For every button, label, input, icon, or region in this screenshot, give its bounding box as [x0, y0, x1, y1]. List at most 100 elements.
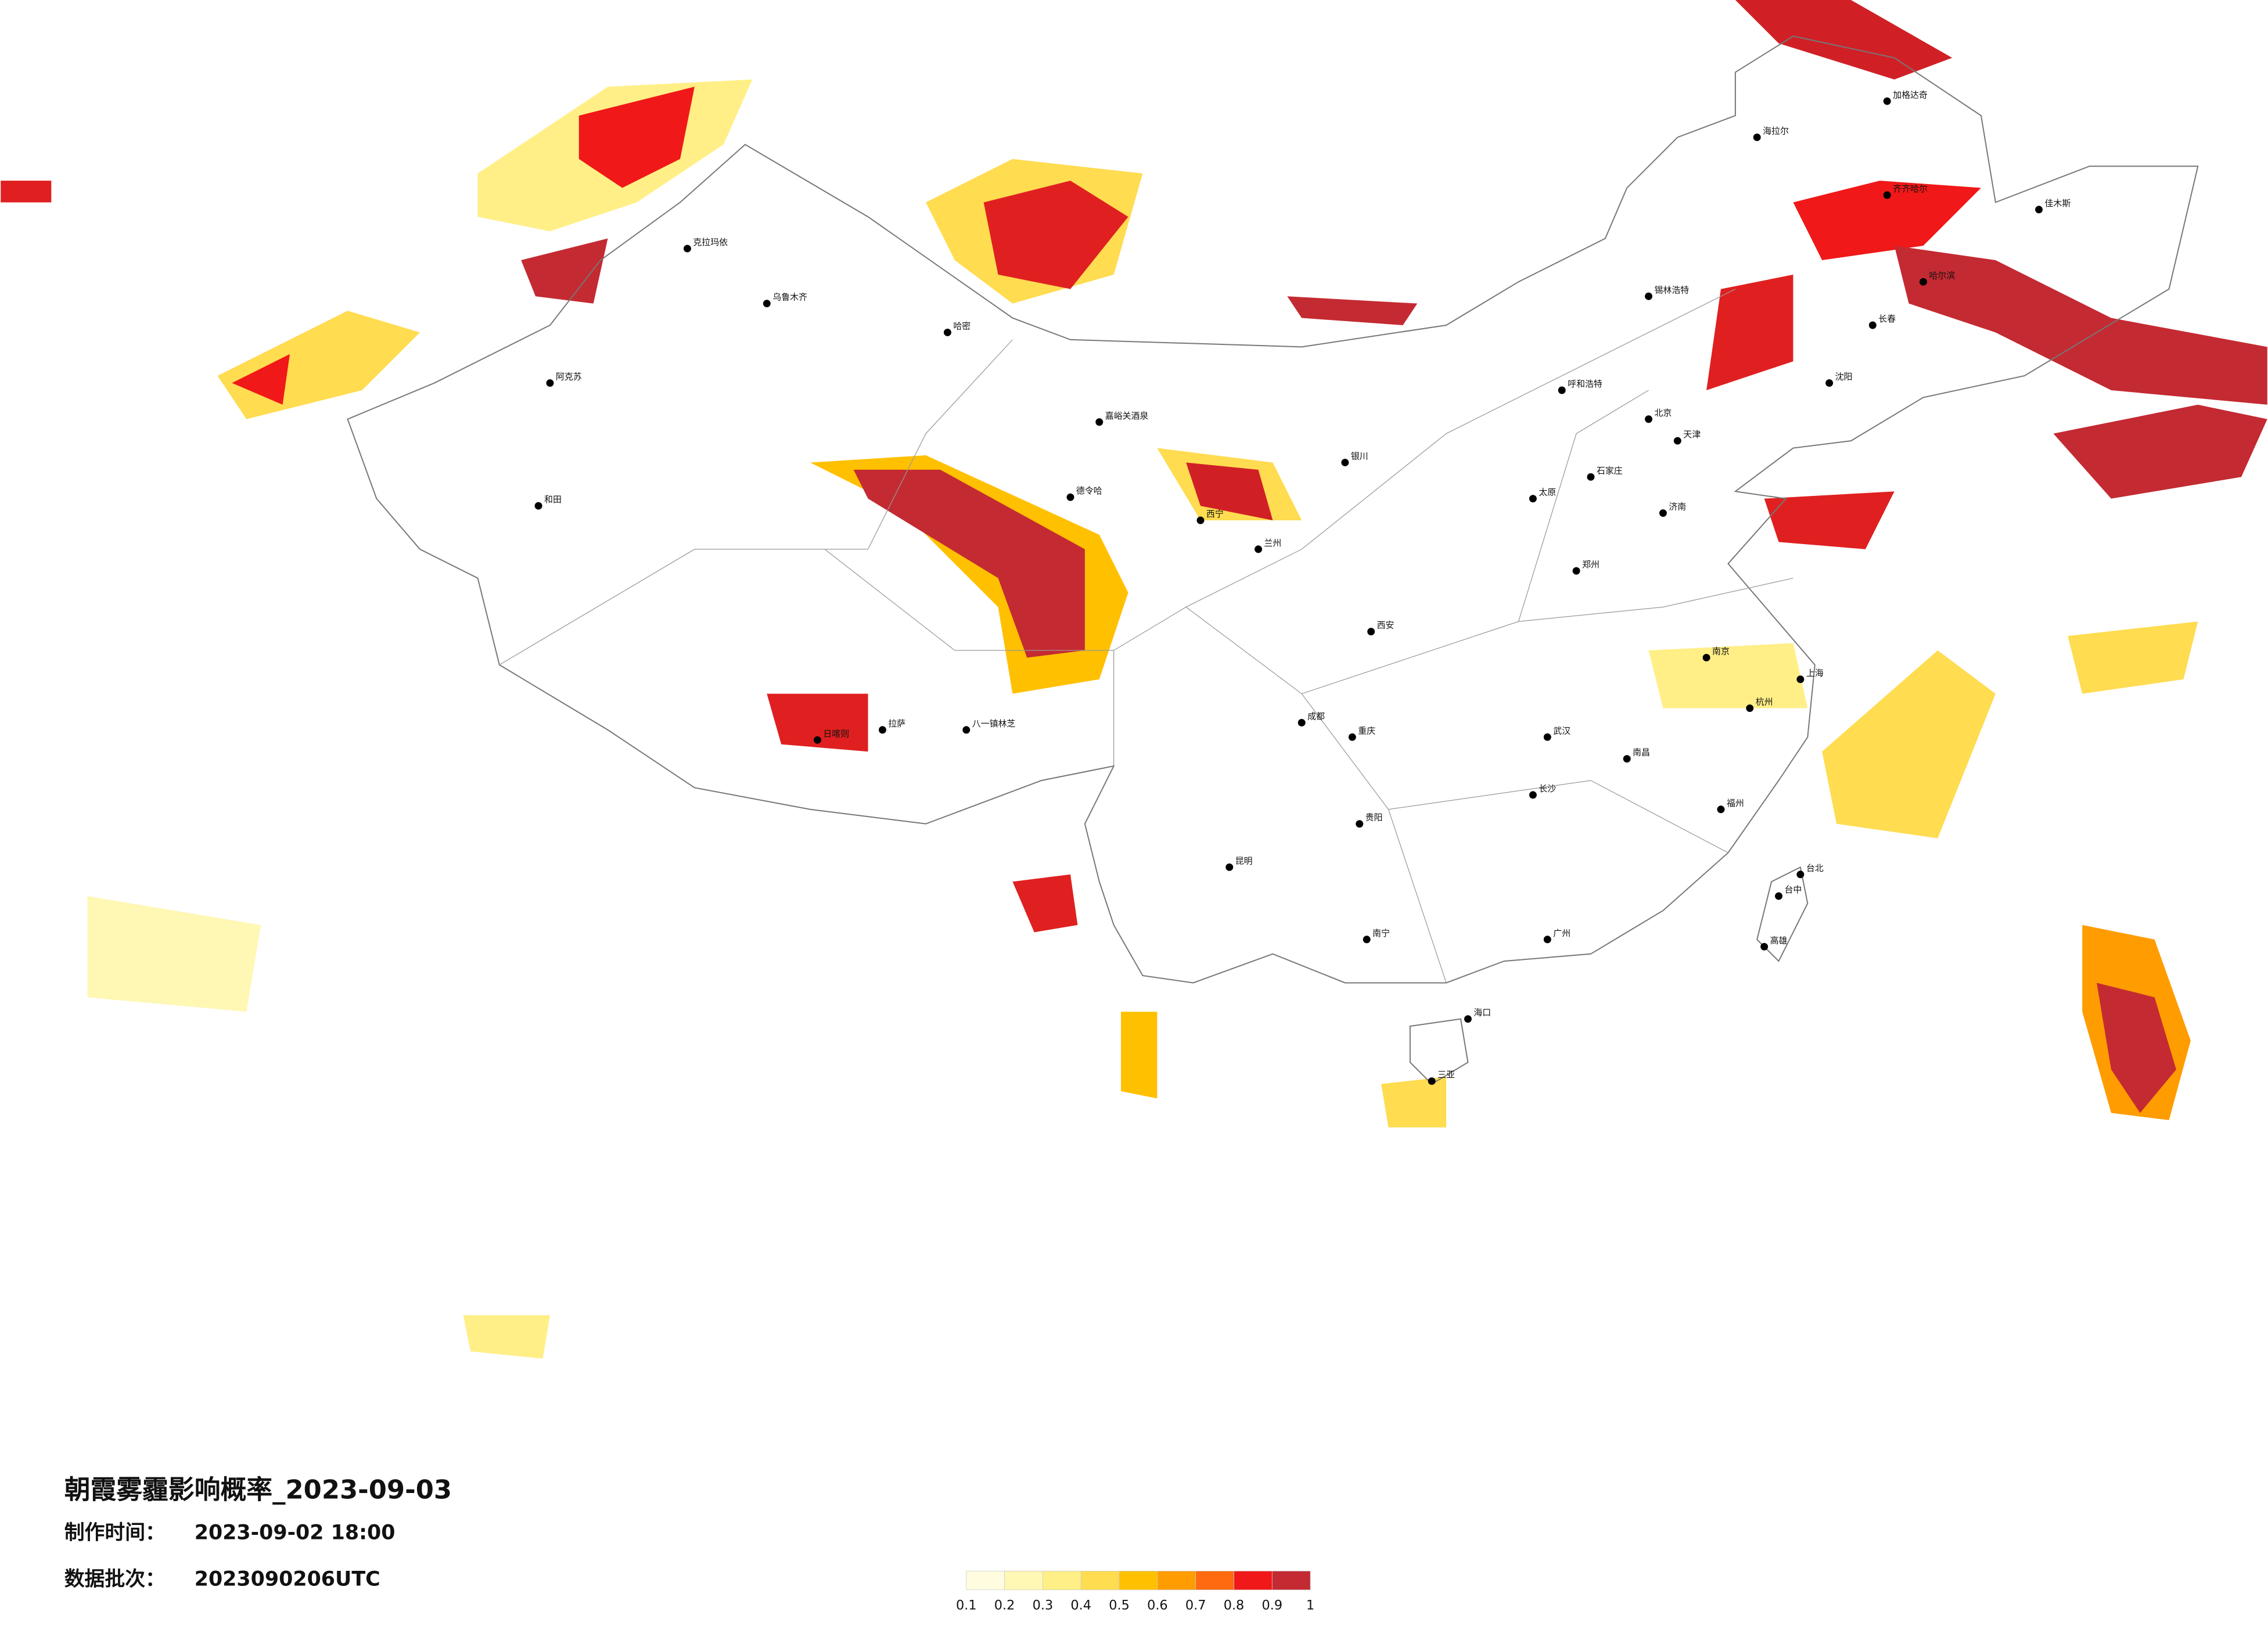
info-label: 制作时间： [64, 1521, 166, 1545]
city-label: 长春 [1878, 314, 1896, 324]
city-label: 拉萨 [888, 718, 905, 729]
legend-tick-label: 0.1 [956, 1598, 977, 1613]
city-dot [1753, 133, 1761, 141]
city-label: 南京 [1712, 646, 1730, 656]
legend-swatch [966, 1571, 1005, 1591]
city-label: 佳木斯 [2045, 198, 2071, 208]
city-label: 杭州 [1756, 697, 1773, 707]
city-dot [1645, 415, 1653, 423]
city-dot [1623, 755, 1631, 763]
city-dot [1066, 493, 1074, 501]
city-label: 哈密 [953, 321, 971, 331]
city-dot [1363, 936, 1371, 944]
city-label: 沈阳 [1835, 372, 1853, 382]
city-label: 太原 [1539, 487, 1556, 498]
city-dot [1367, 628, 1375, 636]
city-dot [1225, 863, 1234, 871]
legend-swatch [1157, 1571, 1196, 1591]
country-border [347, 35, 2199, 1085]
city-label: 昆明 [1235, 855, 1253, 866]
city-label: 郑州 [1582, 559, 1600, 570]
city-label: 西宁 [1206, 509, 1224, 519]
city-dot [1717, 805, 1725, 814]
legend-swatch [1004, 1571, 1043, 1591]
legend-tick-label: 0.6 [1147, 1598, 1168, 1613]
city-label: 哈尔滨 [1929, 270, 1955, 280]
city-dot [1796, 675, 1805, 684]
city-dot [1341, 458, 1349, 466]
city-label: 台中 [1785, 884, 1802, 895]
city-dot [1645, 292, 1653, 300]
legend-swatch [1195, 1571, 1234, 1591]
city-dot [683, 244, 691, 253]
info-value: 2023-09-02 18:00 [195, 1521, 396, 1545]
city-dot [1196, 516, 1205, 524]
city-dot [546, 379, 554, 387]
city-dot [1702, 653, 1710, 661]
city-dot [1255, 545, 1263, 553]
city-dot [1883, 191, 1891, 199]
city-dot [943, 328, 951, 336]
city-label: 武汉 [1553, 725, 1570, 736]
city-dot [1775, 892, 1783, 900]
city-dot [1825, 379, 1834, 387]
city-dot [1348, 733, 1356, 741]
city-label: 长沙 [1539, 783, 1556, 794]
info-label: 数据批次： [64, 1567, 166, 1591]
legend-swatch [1119, 1571, 1158, 1591]
city-dot [2035, 206, 2043, 214]
city-dot [534, 502, 542, 510]
haze-field [1, 0, 2267, 1359]
city-dot [1796, 870, 1805, 879]
city-label: 锡林浩特 [1655, 285, 1690, 295]
city-dot [1572, 567, 1580, 575]
legend-tick-label: 0.2 [994, 1598, 1015, 1613]
city-dot [1760, 942, 1769, 951]
city-label: 齐齐哈尔 [1893, 184, 1928, 194]
city-label: 克拉玛依 [693, 237, 728, 247]
map-title: 朝霞雾霾影响概率_2023-09-03 [64, 1474, 452, 1505]
city-label: 海拉尔 [1763, 125, 1789, 136]
legend-tick-label: 0.4 [1070, 1598, 1091, 1613]
city-label: 台北 [1806, 863, 1824, 873]
city-label: 北京 [1655, 408, 1672, 418]
legend-tick-label: 0.3 [1033, 1598, 1054, 1613]
city-label: 呼和浩特 [1568, 379, 1602, 389]
city-dot [878, 726, 886, 734]
city-label: 嘉峪关酒泉 [1105, 411, 1149, 421]
city-dot [1543, 733, 1551, 741]
city-dot [1673, 437, 1681, 445]
city-label: 阿克苏 [556, 372, 582, 382]
city-dot [1558, 386, 1566, 394]
city-dot [962, 726, 971, 734]
legend-swatch [1271, 1571, 1311, 1591]
city-label: 德令哈 [1076, 485, 1102, 496]
city-label: 上海 [1806, 668, 1824, 678]
city-label: 天津 [1683, 429, 1701, 440]
legend-tick-label: 0.8 [1224, 1598, 1245, 1613]
city-dot [813, 736, 821, 744]
city-dot [1297, 718, 1306, 726]
city-label: 成都 [1307, 711, 1325, 721]
city-label: 福州 [1727, 798, 1744, 808]
city-dot [1919, 278, 1927, 286]
city-label: 八一镇林芝 [972, 718, 1016, 729]
city-label: 高雄 [1770, 935, 1788, 945]
city-dot [1746, 704, 1754, 713]
city-label: 和田 [544, 494, 562, 505]
city-label: 银川 [1351, 451, 1368, 461]
legend-tick-label: 1 [1306, 1598, 1314, 1613]
city-label: 济南 [1669, 502, 1686, 512]
city-label: 兰州 [1264, 538, 1282, 548]
legend: 0.1 0.2 0.3 0.4 0.5 0.6 0.7 0.8 0.9 1 [956, 1571, 1314, 1613]
city-label: 乌鲁木齐 [772, 292, 807, 303]
city-label: 海口 [1473, 1008, 1491, 1018]
city-dot [763, 300, 771, 308]
city-dot [1095, 418, 1104, 426]
city-dot [1356, 820, 1364, 828]
city-dot [1543, 936, 1551, 944]
info-value: 2023090206UTC [195, 1567, 380, 1591]
city-dot [1868, 321, 1877, 329]
